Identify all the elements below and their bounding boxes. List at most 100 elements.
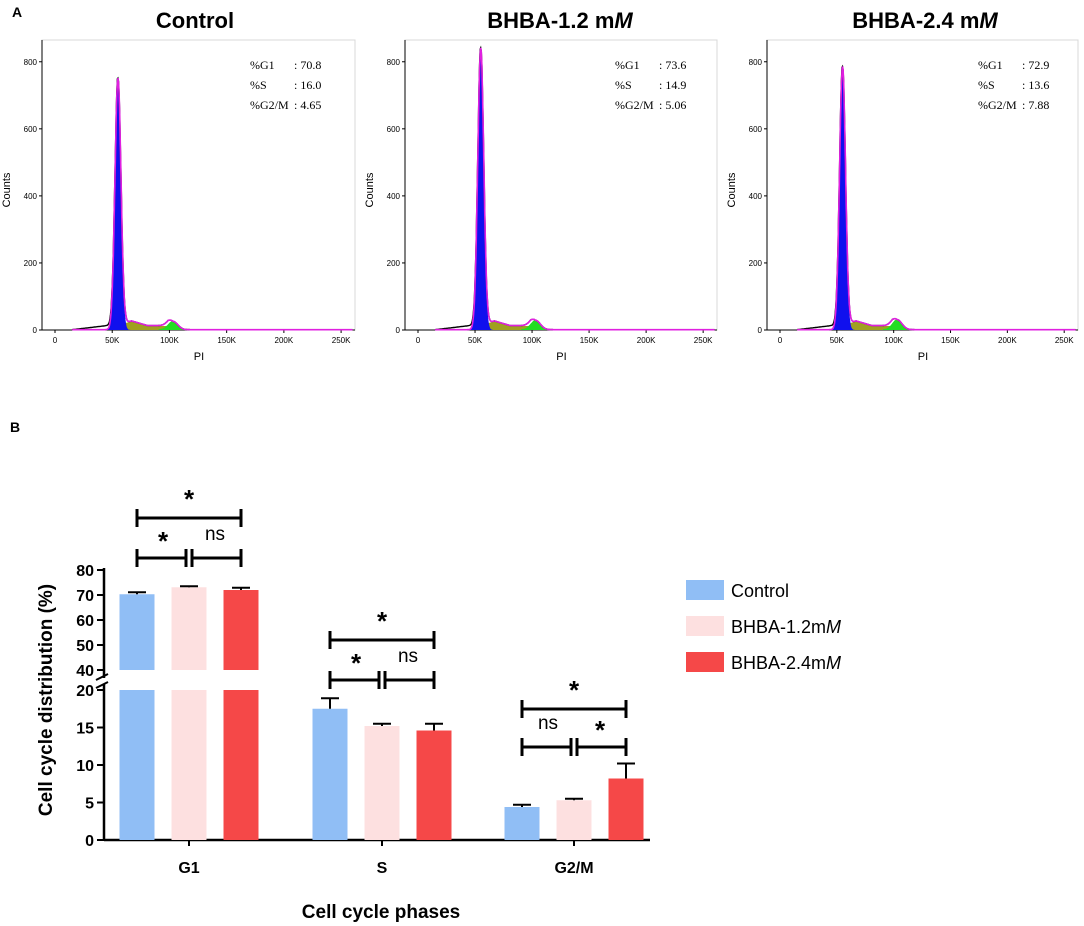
stat-value: : 7.88 (1022, 98, 1049, 112)
stat-value: : 70.8 (294, 58, 321, 72)
stat-label: %S (978, 78, 995, 92)
x-tick-label: 50K (105, 336, 120, 345)
histogram-panel: BHBA-2.4 mM 0 200 400 600 800 0 50K 100K 150K 200K… (726, 8, 1079, 363)
legend-label-text: Control (731, 581, 789, 601)
y-tick-label: 40 (76, 663, 94, 680)
stat-value: : 14.9 (659, 78, 686, 92)
significance-label: * (595, 715, 606, 745)
g1-phase-area (464, 48, 498, 331)
s-phase-area (479, 321, 542, 330)
y-tick-label: 400 (749, 192, 763, 201)
model-fit-curve (797, 66, 1076, 331)
stat-separator: : (659, 78, 665, 92)
y-tick-label: 5 (85, 796, 94, 813)
stat-label: %G1 (978, 58, 1003, 72)
cell-cycle-bar-chart: 0 5 10 15 20 40 50 60 70 80 G1 S G2/M * * ns * * ns * ns * Cel… (36, 484, 841, 923)
x-tick-label: G1 (178, 860, 199, 877)
stat-label: %S (250, 78, 267, 92)
x-tick-label: 100K (884, 336, 903, 345)
y-tick-label: 600 (24, 125, 38, 134)
significance-label: ns (205, 524, 225, 545)
x-tick-label: 150K (580, 336, 599, 345)
histogram-title-text: Control (156, 8, 234, 33)
x-tick-label: 250K (694, 336, 713, 345)
x-tick-label: 200K (998, 336, 1017, 345)
histogram-title-unit: M (614, 8, 633, 33)
stat-number: 4.65 (300, 98, 321, 112)
y-tick-label: 600 (749, 125, 763, 134)
stat-number: 13.6 (1028, 78, 1049, 92)
y-axis-label: Counts (726, 172, 738, 207)
x-tick-label: 200K (275, 336, 294, 345)
stat-number: 72.9 (1028, 58, 1049, 72)
stat-number: 70.8 (300, 58, 321, 72)
y-axis-label: Counts (1, 172, 13, 207)
y-tick-label: 15 (76, 721, 94, 738)
legend-swatch (686, 652, 724, 672)
legend-label-unit: M (826, 617, 841, 637)
legend-swatch (686, 616, 724, 636)
bar-0-0-upper (119, 594, 155, 670)
significance-label: ns (538, 713, 558, 734)
stat-separator: : (1022, 58, 1028, 72)
histogram-title: Control (156, 8, 234, 33)
y-tick-label: 800 (387, 58, 401, 67)
s-phase-area (116, 321, 180, 330)
y-tick-label: 800 (749, 58, 763, 67)
stat-separator: : (659, 58, 665, 72)
x-tick-label: 200K (637, 336, 656, 345)
x-tick-label: 250K (1055, 336, 1074, 345)
y-tick-label: 20 (76, 683, 94, 700)
significance-label: * (377, 606, 388, 636)
histogram-title-unit: M (979, 8, 998, 33)
x-axis-label: PI (556, 351, 566, 363)
x-axis-label: PI (918, 351, 928, 363)
stat-number: 5.06 (665, 98, 686, 112)
legend-label: BHBA-1.2mM (731, 617, 841, 637)
y-axis-label: Cell cycle distribution (%) (36, 584, 57, 816)
panel-b-label: B (10, 419, 20, 435)
bar-0-1-lower (171, 690, 207, 840)
x-tick-label: 50K (468, 336, 483, 345)
stat-value: : 73.6 (659, 58, 686, 72)
x-axis-label: PI (194, 351, 204, 363)
significance-label: * (351, 648, 362, 678)
g2m-phase-area (158, 320, 190, 330)
y-tick-label: 80 (76, 563, 94, 580)
legend-label-unit: M (826, 653, 841, 673)
g1-phase-area (826, 66, 860, 331)
x-tick-label: 0 (416, 336, 421, 345)
x-tick-label: 100K (160, 336, 179, 345)
stat-separator: : (1022, 98, 1028, 112)
significance-label: * (569, 675, 580, 705)
bar-2-2 (608, 778, 644, 840)
panel-a-label: A (12, 4, 22, 20)
histogram-panel: Control 0 200 400 600 800 0 50K 100K 150K 200K 250K… (1, 8, 356, 363)
stat-separator: : (294, 98, 300, 112)
stat-value: : 16.0 (294, 78, 321, 92)
stat-number: 14.9 (665, 78, 686, 92)
histogram-panel: BHBA-1.2 mM 0 200 400 600 800 0 50K 100K 150K 200K… (364, 8, 718, 363)
y-tick-label: 0 (85, 833, 94, 850)
y-tick-label: 60 (76, 613, 94, 630)
s-phase-area (840, 321, 904, 330)
x-tick-label: S (377, 860, 388, 877)
x-tick-label: 50K (830, 336, 845, 345)
stat-number: 7.88 (1028, 98, 1049, 112)
stat-value: : 5.06 (659, 98, 686, 112)
bar-0-2-lower (223, 690, 259, 840)
model-fit-curve (72, 78, 353, 331)
x-tick-label: 0 (778, 336, 783, 345)
model-fit-curve (435, 47, 715, 331)
legend-label: BHBA-2.4mM (731, 653, 841, 673)
y-tick-label: 200 (749, 259, 763, 268)
significance-label: * (158, 526, 169, 556)
y-tick-label: 200 (387, 259, 401, 268)
significance-label: * (184, 484, 195, 514)
stat-separator: : (294, 78, 300, 92)
stat-separator: : (1022, 78, 1028, 92)
bar-0-2-upper (223, 590, 259, 670)
y-tick-label: 70 (76, 588, 94, 605)
histogram-title: BHBA-1.2 mM (487, 8, 633, 33)
axis-break-mark (95, 681, 109, 689)
